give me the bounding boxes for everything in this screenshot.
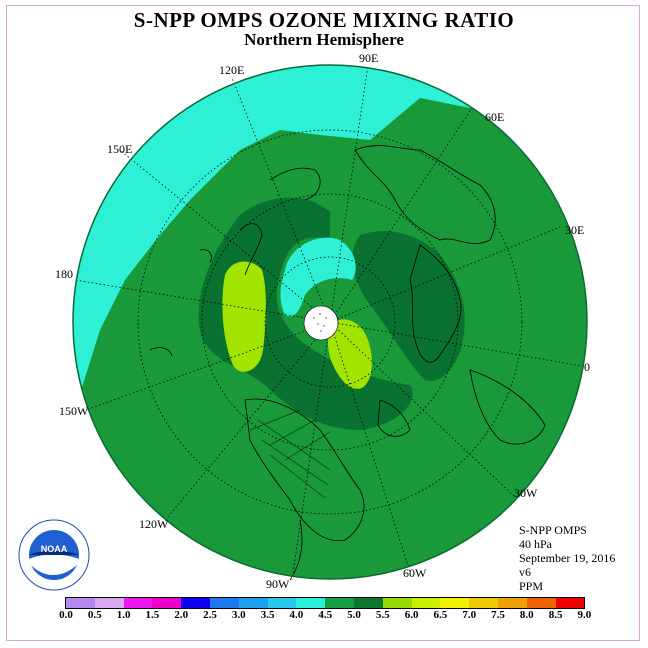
colorbar-tick-label: 2.5 <box>203 609 217 621</box>
map-boundary <box>72 64 588 580</box>
colorbar-tick-label: 7.5 <box>491 609 505 621</box>
lon-label-30e: 30E <box>565 223 585 237</box>
colorbar-ticks: 0.0 0.5 1.0 1.5 2.0 2.5 3.0 3.5 4.0 4.5 5.0 5.5 6.0 6… <box>0 609 648 623</box>
field-5-0-5-5-b <box>327 319 372 389</box>
coastlines <box>149 145 546 581</box>
info-units: PPM <box>519 579 544 593</box>
lon-label-60e: 60E <box>485 110 505 124</box>
colorbar-tick-label: 5.0 <box>347 609 361 621</box>
colorbar-swatch <box>555 598 585 608</box>
colorbar-swatch <box>325 598 354 608</box>
field-3-5-4-0 <box>73 65 587 420</box>
colorbar <box>65 597 586 609</box>
colorbar-swatch <box>152 598 182 608</box>
colorbar-swatch <box>440 598 470 608</box>
colorbar-swatch <box>94 598 124 608</box>
polar-no-data-cap <box>303 305 339 341</box>
map-title: S-NPP OMPS OZONE MIXING RATIO <box>133 8 515 32</box>
colorbar-swatch <box>411 598 441 608</box>
colorbar-swatch <box>209 598 239 608</box>
colorbar-tick-label: 2.0 <box>174 609 189 621</box>
noaa-logo: NOAA <box>18 519 90 591</box>
colorbar-swatch <box>267 598 297 608</box>
colorbar-swatch <box>353 598 383 608</box>
colorbar-swatch <box>497 598 527 608</box>
colorbar-tick-label: 8.0 <box>519 609 534 621</box>
colorbar-tick-label: 7.0 <box>462 609 477 621</box>
lon-label-120e: 120E <box>219 63 245 77</box>
noaa-logo-text: NOAA <box>41 544 68 554</box>
colorbar-tick-label: 1.0 <box>116 609 131 621</box>
colorbar-tick-label: 8.5 <box>548 609 563 621</box>
lon-label-30w: 30W <box>514 486 538 500</box>
colorbar-swatch <box>66 598 95 608</box>
lon-label-180: 180 <box>55 267 73 281</box>
lon-label-120w: 120W <box>139 517 169 531</box>
field-5-0-5-5-a <box>222 261 266 372</box>
colorbar-swatch <box>238 598 268 608</box>
colorbar-tick-label: 4.0 <box>289 609 304 621</box>
field-4-5-5-0-west <box>198 197 413 430</box>
info-level: 40 hPa <box>519 537 552 551</box>
info-version: v6 <box>519 565 531 579</box>
colorbar-tick-label: 3.5 <box>260 609 275 621</box>
colorbar-tick-label: 5.5 <box>375 609 390 621</box>
lon-label-0: 0 <box>584 360 590 374</box>
colorbar-swatch <box>382 598 412 608</box>
lon-label-150e: 150E <box>107 142 133 156</box>
colorbar-tick-label: 3.0 <box>231 609 246 621</box>
polar-cap-dots <box>313 313 327 332</box>
colorbar-swatch <box>526 598 556 608</box>
lon-label-90w: 90W <box>266 577 290 591</box>
field-4-5-5-0-east <box>352 231 465 381</box>
colorbar-tick-label: 0.5 <box>87 609 102 621</box>
info-instrument: S-NPP OMPS <box>519 523 587 537</box>
colorbar-tick-label: 9.0 <box>577 609 592 621</box>
lon-label-90e: 90E <box>359 51 379 65</box>
colorbar-tick-label: 4.5 <box>318 609 333 621</box>
colorbar-swatch <box>181 598 210 608</box>
colorbar-swatch <box>469 598 498 608</box>
map-subtitle: Northern Hemisphere <box>244 30 404 49</box>
info-date: September 19, 2016 <box>519 551 616 565</box>
lon-label-60w: 60W <box>403 566 427 580</box>
colorbar-tick-label: 0.0 <box>59 609 73 621</box>
colorbar-swatch <box>123 598 153 608</box>
info-block: S-NPP OMPS 40 hPa September 19, 2016 v6 … <box>519 523 615 593</box>
graticule <box>74 64 583 581</box>
figure-frame <box>6 5 640 641</box>
lon-label-150w: 150W <box>59 404 89 418</box>
colorbar-swatch <box>296 598 326 608</box>
colorbar-tick-label: 6.0 <box>404 609 419 621</box>
colorbar-tick-label: 6.5 <box>433 609 448 621</box>
colorbar-tick-label: 1.5 <box>145 609 160 621</box>
